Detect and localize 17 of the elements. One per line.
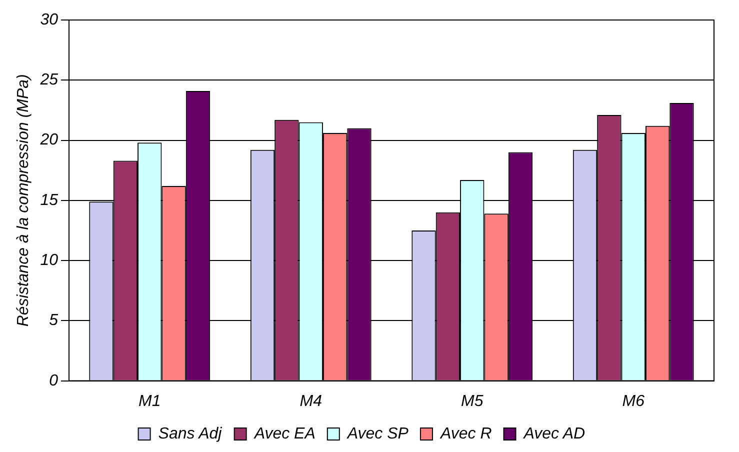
y-tick-label: 30 (40, 11, 58, 28)
legend-label: Avec AD (522, 425, 586, 442)
y-tick-label: 20 (39, 132, 58, 149)
y-axis-title: Résistance à la compression (MPa) (15, 74, 32, 327)
x-tick-label: M4 (300, 392, 322, 410)
y-tick-label: 25 (39, 72, 58, 89)
legend-label: Avec SP (346, 425, 409, 442)
y-tick-label: 10 (40, 252, 58, 269)
x-tick-label: M5 (461, 392, 484, 410)
y-tick-label: 0 (49, 372, 58, 390)
x-tick-label: M1 (138, 392, 161, 410)
legend-label: Avec EA (253, 425, 316, 442)
legend-label: Sans Adj (158, 425, 222, 442)
y-tick-label: 5 (49, 312, 58, 330)
y-tick-label: 15 (40, 192, 58, 209)
x-tick-label: M6 (622, 392, 645, 410)
legend-label: Avec R (439, 425, 492, 442)
